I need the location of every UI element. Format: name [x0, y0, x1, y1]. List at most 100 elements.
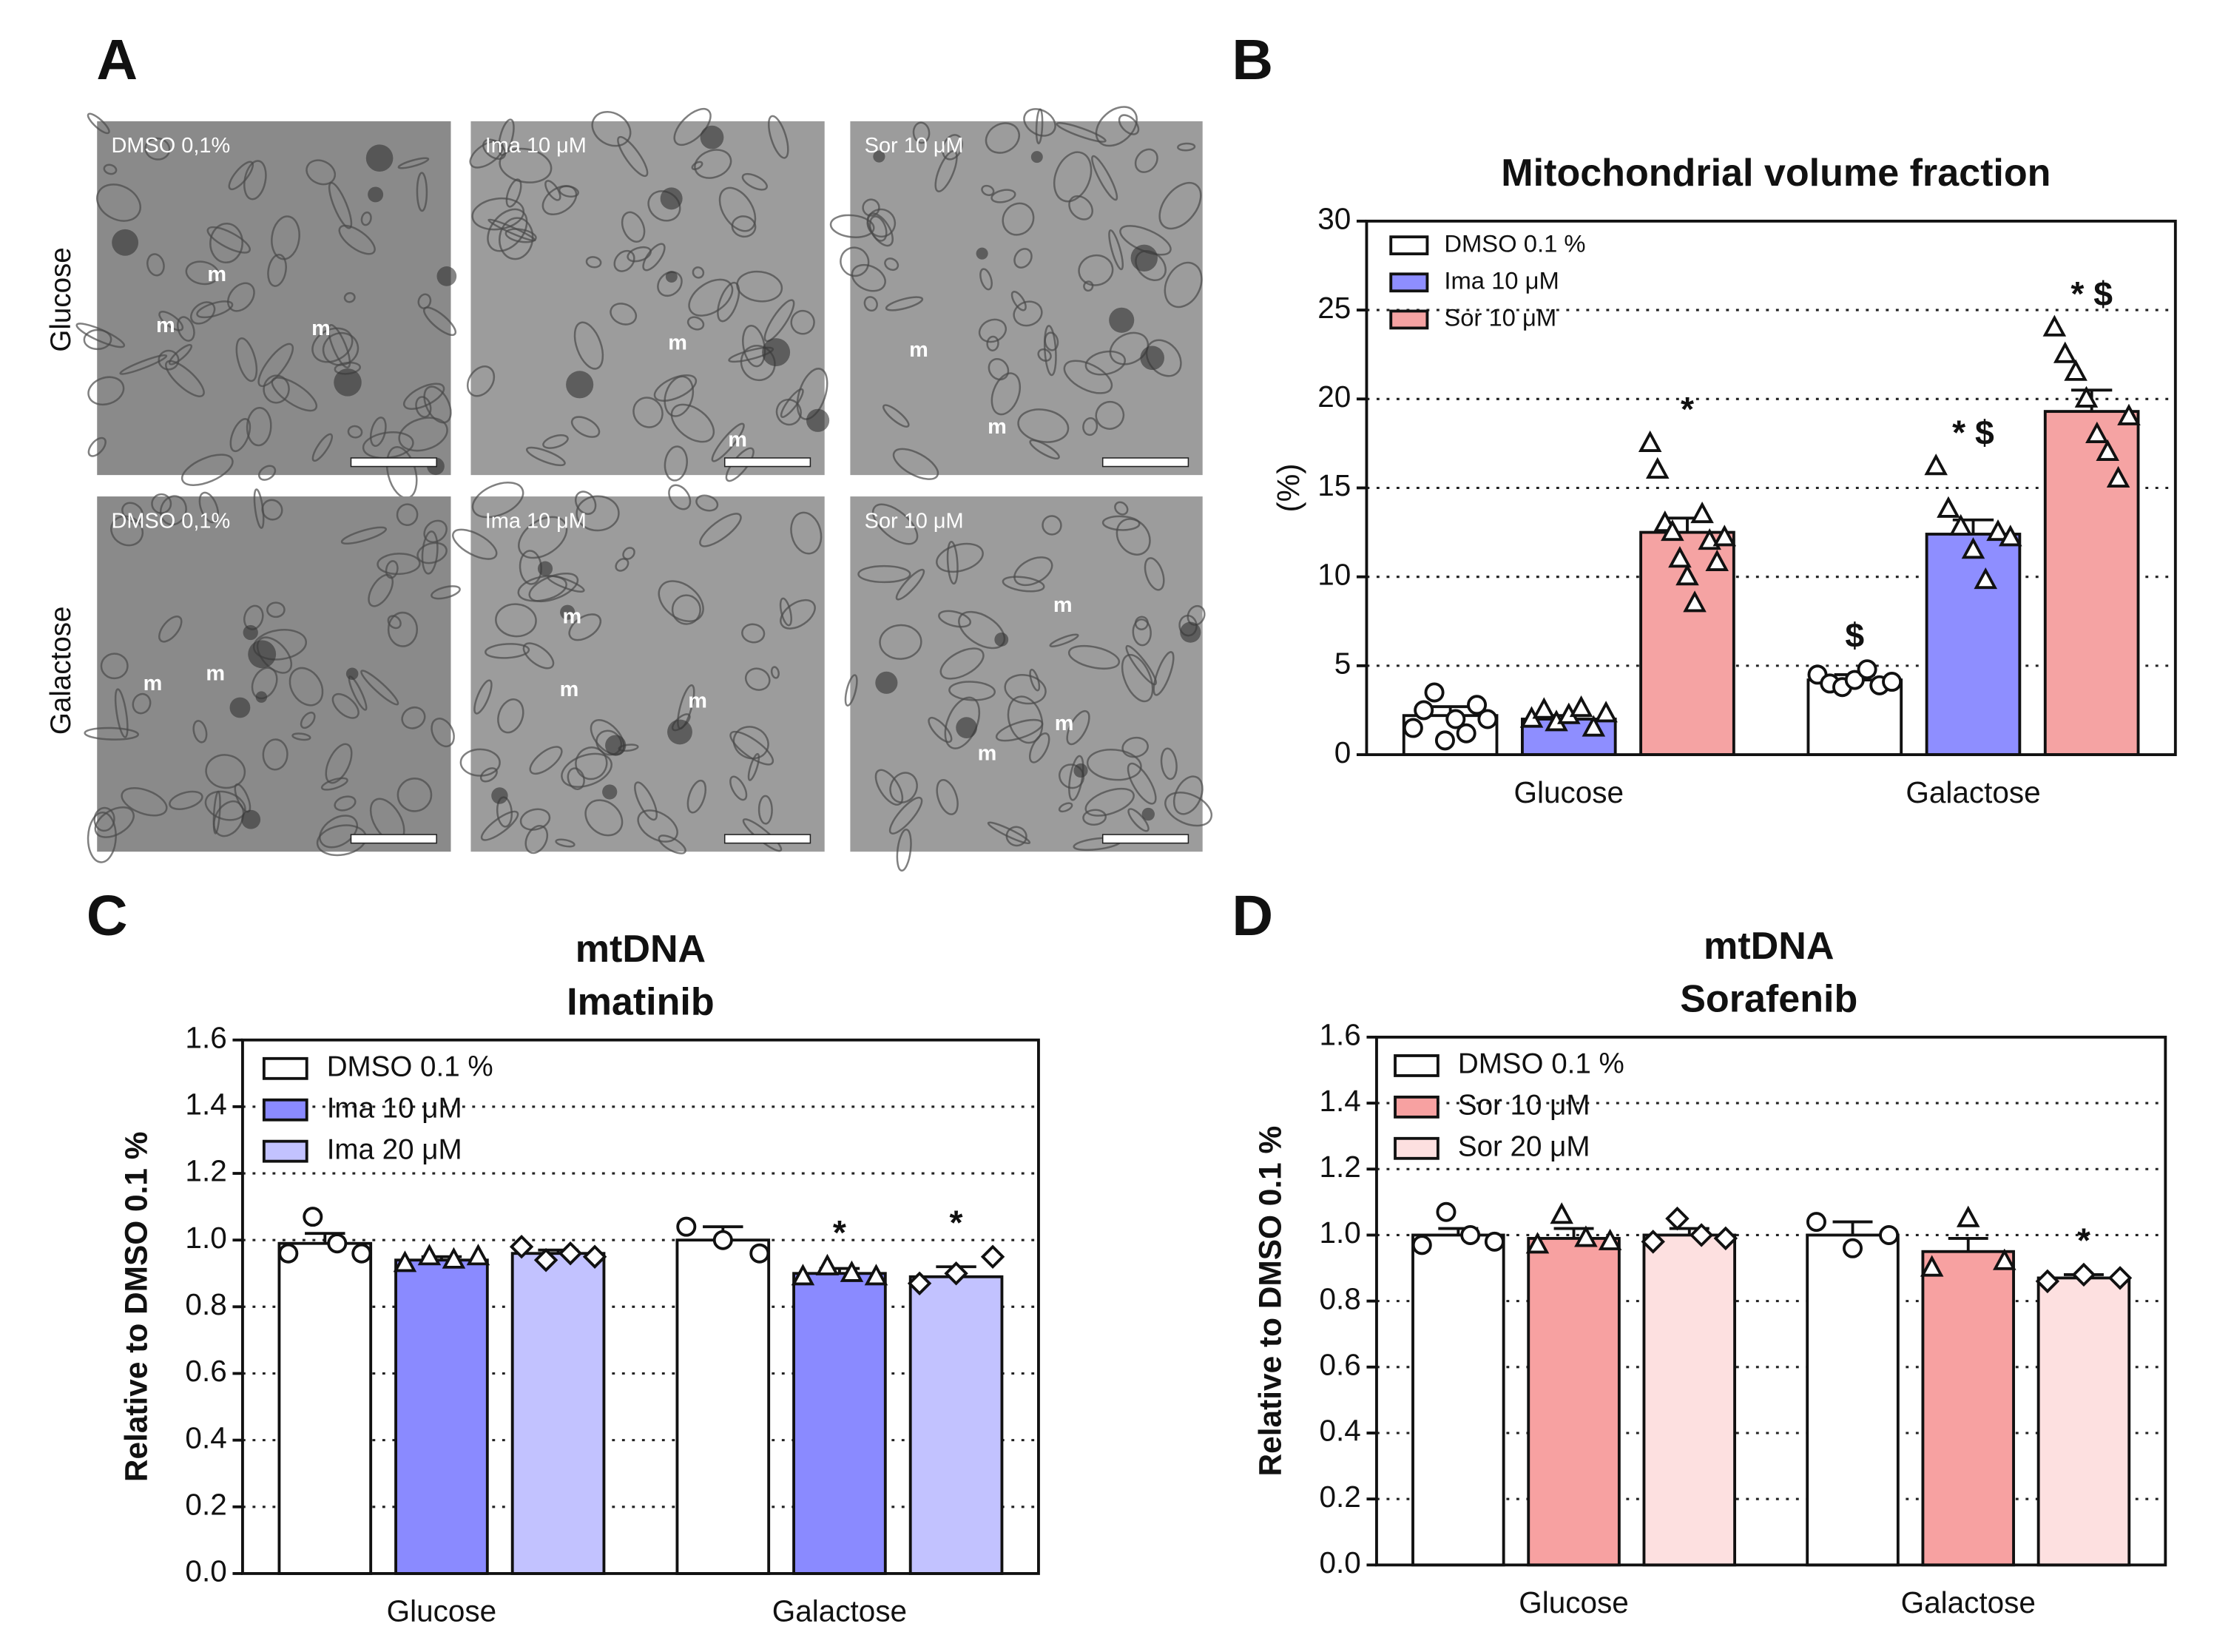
- texture: [87, 112, 110, 135]
- texture: [829, 214, 875, 238]
- texture: [158, 349, 180, 371]
- texture: [83, 328, 112, 351]
- data-point: [944, 1261, 968, 1286]
- texture: [334, 368, 362, 397]
- texture: [402, 382, 445, 410]
- texture: [1114, 501, 1129, 516]
- data-point: [1403, 718, 1423, 738]
- data-point: [2071, 1262, 2096, 1287]
- texture: [895, 568, 925, 601]
- y-axis-label: Relative to DMSO 0.1 %: [1252, 1126, 1287, 1477]
- texture: [574, 490, 597, 515]
- bar: [1921, 1250, 2015, 1567]
- bar: [792, 1272, 887, 1575]
- legend-label: Sor 10 μM: [1458, 1090, 1590, 1122]
- legend-label: Ima 20 μM: [327, 1133, 462, 1165]
- mito-label: m: [560, 678, 579, 701]
- texture: [257, 343, 294, 388]
- texture: [255, 691, 268, 703]
- bar: [2043, 410, 2140, 757]
- texture: [558, 185, 579, 198]
- texture: [1042, 515, 1062, 536]
- texture: [471, 197, 525, 231]
- micrograph: Sor 10 μM m m: [829, 106, 1203, 480]
- texture: [1007, 695, 1044, 744]
- y-tick-label: 0.2: [185, 1487, 226, 1521]
- texture: [1108, 229, 1124, 271]
- texture: [212, 790, 221, 835]
- mito-label: m: [206, 662, 225, 686]
- texture: [431, 718, 455, 748]
- texture: [938, 610, 972, 628]
- texture: [423, 385, 452, 424]
- texture: [1086, 748, 1142, 781]
- texture: [198, 491, 220, 524]
- chart-title: Imatinib: [567, 980, 715, 1023]
- texture: [267, 254, 287, 287]
- texture: [385, 560, 399, 579]
- texture: [1121, 736, 1149, 758]
- data-point: [1525, 1232, 1550, 1254]
- texture: [591, 111, 632, 147]
- texture: [1068, 195, 1094, 220]
- texture: [547, 575, 585, 593]
- significance-label: * $: [1952, 413, 1994, 451]
- texture: [213, 800, 245, 837]
- texture: [671, 594, 701, 625]
- texture: [338, 224, 376, 255]
- data-point: [1638, 430, 1662, 452]
- texture: [416, 172, 428, 212]
- texture: [995, 718, 1044, 742]
- y-tick-label: 0.0: [185, 1554, 226, 1588]
- y-tick-label: 20: [1317, 380, 1351, 414]
- texture: [1172, 775, 1204, 815]
- data-point: [558, 1241, 583, 1266]
- texture: [1084, 787, 1135, 817]
- texture: [806, 408, 830, 432]
- texture: [653, 374, 698, 402]
- texture: [892, 448, 939, 480]
- data-point: [1675, 564, 1699, 586]
- texture: [121, 787, 168, 817]
- data-point: [676, 1216, 697, 1237]
- texture: [985, 122, 1020, 154]
- texture: [499, 147, 553, 183]
- texture: [851, 263, 886, 292]
- plot-frame: [1375, 1035, 2167, 1567]
- data-point: [815, 1253, 840, 1275]
- texture: [504, 228, 537, 243]
- texture: [986, 335, 999, 351]
- texture: [942, 134, 963, 161]
- y-tick-label: 0.6: [1319, 1348, 1360, 1382]
- texture: [573, 321, 604, 370]
- texture: [1116, 518, 1151, 556]
- legend-swatch: [262, 1056, 308, 1080]
- y-tick-label: 0.4: [1319, 1414, 1360, 1448]
- texture: [87, 811, 117, 863]
- texture: [387, 611, 419, 647]
- data-point: [1806, 1212, 1826, 1233]
- micrograph: DMSO 0,1% m m m: [75, 112, 457, 499]
- texture: [1073, 763, 1088, 778]
- texture: [206, 226, 251, 254]
- texture: [416, 542, 448, 564]
- texture: [291, 732, 311, 741]
- texture: [632, 397, 664, 428]
- texture: [840, 246, 870, 277]
- texture: [779, 597, 792, 627]
- data-point: [1484, 1231, 1505, 1252]
- data-point: [2096, 439, 2119, 461]
- data-point: [466, 1244, 490, 1266]
- texture: [637, 809, 678, 843]
- texture: [874, 769, 904, 806]
- micrograph-label: Ima 10 μM: [485, 509, 587, 533]
- texture: [1127, 762, 1157, 805]
- texture: [1067, 644, 1121, 670]
- chart: mtDNA Sorafenib Relative to DMSO 0.1 % 0.0 0…: [1252, 925, 2167, 1619]
- texture: [84, 726, 139, 741]
- x-tick-label: Galactose: [1906, 775, 2040, 809]
- data-point: [533, 1248, 558, 1272]
- texture: [948, 681, 996, 701]
- mito-label: m: [156, 314, 175, 337]
